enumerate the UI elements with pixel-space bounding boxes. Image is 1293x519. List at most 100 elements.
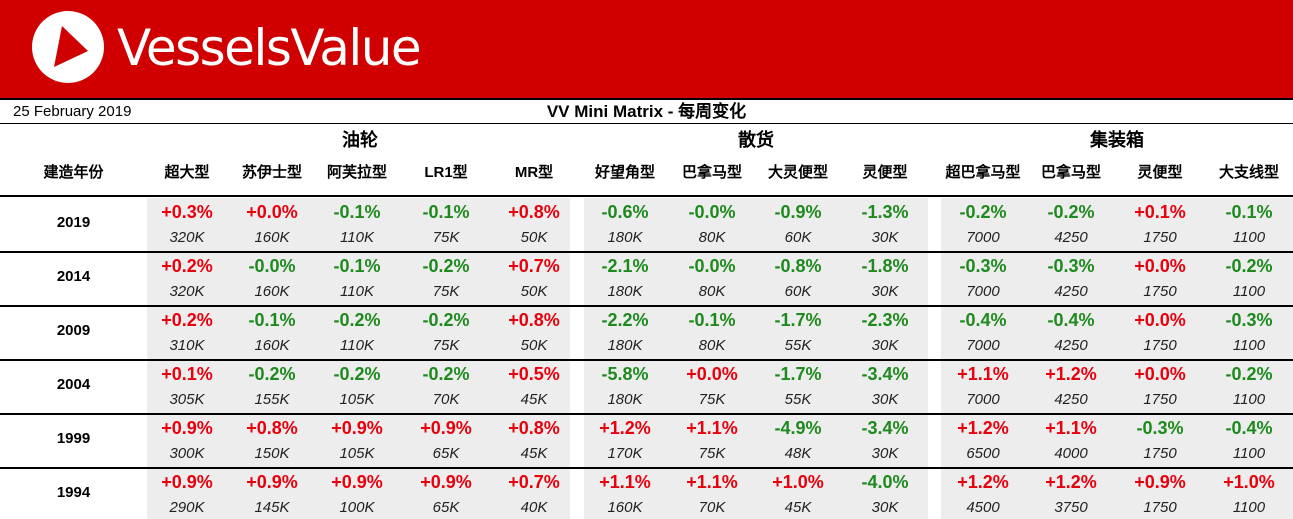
weekly-change-value: -0.2% — [422, 256, 470, 276]
vessel-size-value: 75K — [698, 445, 726, 462]
weekly-change-value: +0.0% — [1134, 256, 1186, 276]
vessel-size-value: 1100 — [1232, 499, 1266, 516]
vessel-size-value: 30K — [871, 499, 899, 516]
vessel-size-value: 45K — [520, 445, 548, 462]
vessel-size-value: 45K — [520, 391, 548, 408]
vessel-size-value: 80K — [698, 337, 726, 354]
year-header: 建造年份 — [43, 164, 104, 181]
row-divider — [0, 305, 1293, 307]
weekly-change-value: -1.7% — [774, 364, 822, 384]
weekly-change-value: +0.9% — [161, 418, 213, 438]
column-header: 灵便型 — [1137, 164, 1183, 181]
vessel-size-value: 110K — [340, 229, 374, 246]
weekly-change-value: +0.2% — [161, 256, 213, 276]
weekly-change-value: +0.2% — [161, 310, 213, 330]
weekly-change-value: +0.7% — [508, 256, 560, 276]
report-title: VV Mini Matrix - 每周变化 — [546, 102, 747, 121]
vessel-size-value: 150K — [254, 445, 290, 462]
vessel-size-value: 7000 — [966, 229, 1000, 246]
brand-banner: VesselsValue — [0, 0, 1293, 98]
vessel-size-value: 180K — [607, 337, 643, 354]
build-year: 1999 — [56, 430, 91, 447]
vessel-size-value: 75K — [432, 283, 460, 300]
weekly-change-value: -3.4% — [861, 364, 909, 384]
vessel-size-value: 60K — [784, 229, 812, 246]
brand-name: VesselsValue — [117, 19, 422, 77]
weekly-change-value: +1.1% — [599, 472, 651, 492]
weekly-change-value: +0.9% — [1134, 472, 1186, 492]
vessel-size-value: 180K — [607, 229, 643, 246]
header-row-divider — [0, 195, 1293, 197]
vessel-size-value: 70K — [432, 391, 460, 408]
weekly-change-value: +0.8% — [246, 418, 298, 438]
weekly-change-value: +1.2% — [599, 418, 651, 438]
vessel-size-value: 160K — [254, 283, 290, 300]
weekly-change-value: -3.4% — [861, 418, 909, 438]
vessel-size-value: 75K — [698, 391, 726, 408]
weekly-change-value: -4.0% — [861, 472, 909, 492]
weekly-change-value: +0.8% — [508, 418, 560, 438]
group-label: 集装箱 — [1090, 130, 1144, 150]
vessel-size-value: 75K — [432, 229, 460, 246]
vessel-size-value: 7000 — [966, 391, 1000, 408]
vessel-size-value: 155K — [254, 391, 290, 408]
weekly-change-value: +1.1% — [686, 418, 738, 438]
vessel-size-value: 4250 — [1054, 391, 1088, 408]
vessel-size-value: 110K — [340, 283, 374, 300]
weekly-change-value: +0.1% — [161, 364, 213, 384]
vessel-size-value: 50K — [520, 283, 548, 300]
column-header: 阿芙拉型 — [326, 164, 387, 181]
weekly-change-value: +0.9% — [331, 418, 383, 438]
weekly-change-value: +1.2% — [1045, 364, 1097, 384]
vessel-size-value: 105K — [339, 391, 375, 408]
vessel-size-value: 1100 — [1232, 445, 1266, 462]
header-divider — [0, 98, 1293, 100]
vessel-size-value: 30K — [871, 229, 899, 246]
vessel-size-value: 48K — [784, 445, 812, 462]
weekly-change-value: +0.9% — [161, 472, 213, 492]
vessel-size-value: 1750 — [1143, 499, 1177, 516]
vessel-size-value: 4500 — [966, 499, 1000, 516]
weekly-change-value: -0.1% — [1225, 202, 1273, 222]
vessel-size-value: 30K — [871, 391, 899, 408]
vessel-size-value: 70K — [698, 499, 726, 516]
weekly-change-value: -0.1% — [248, 310, 296, 330]
weekly-change-value: +1.0% — [772, 472, 824, 492]
weekly-change-value: +0.0% — [1134, 310, 1186, 330]
weekly-change-value: -0.1% — [422, 202, 470, 222]
weekly-change-value: -0.6% — [601, 202, 649, 222]
weekly-change-value: +0.0% — [246, 202, 298, 222]
group-label: 油轮 — [342, 130, 378, 150]
weekly-change-value: -0.2% — [333, 364, 381, 384]
vessel-size-value: 160K — [607, 499, 643, 516]
weekly-change-value: -0.2% — [1225, 364, 1273, 384]
vessel-size-value: 75K — [432, 337, 460, 354]
vessel-size-value: 4250 — [1054, 229, 1088, 246]
vessel-size-value: 1100 — [1232, 229, 1266, 246]
row-divider — [0, 359, 1293, 361]
vessel-size-value: 320K — [169, 229, 205, 246]
weekly-change-value: -0.4% — [959, 310, 1007, 330]
weekly-change-value: +0.0% — [1134, 364, 1186, 384]
vessel-size-value: 100K — [339, 499, 375, 516]
vessel-size-value: 60K — [784, 283, 812, 300]
weekly-change-value: -0.2% — [422, 310, 470, 330]
vessel-size-value: 1750 — [1143, 337, 1177, 354]
vessel-size-value: 45K — [784, 499, 812, 516]
weekly-change-value: +1.0% — [1223, 472, 1275, 492]
vessel-size-value: 7000 — [966, 337, 1000, 354]
weekly-change-value: -0.0% — [248, 256, 296, 276]
weekly-change-value: -0.2% — [333, 310, 381, 330]
vessel-size-value: 30K — [871, 337, 899, 354]
vessel-size-value: 320K — [169, 283, 205, 300]
weekly-change-value: -2.3% — [861, 310, 909, 330]
weekly-change-value: +1.2% — [1045, 472, 1097, 492]
weekly-change-value: -0.1% — [333, 202, 381, 222]
weekly-change-value: +0.9% — [420, 472, 472, 492]
build-year: 2019 — [56, 214, 91, 231]
weekly-change-value: -0.0% — [688, 256, 736, 276]
vessel-size-value: 6500 — [966, 445, 1000, 462]
weekly-change-value: -0.1% — [688, 310, 736, 330]
vessel-size-value: 4250 — [1054, 283, 1088, 300]
vessel-size-value: 160K — [254, 337, 290, 354]
